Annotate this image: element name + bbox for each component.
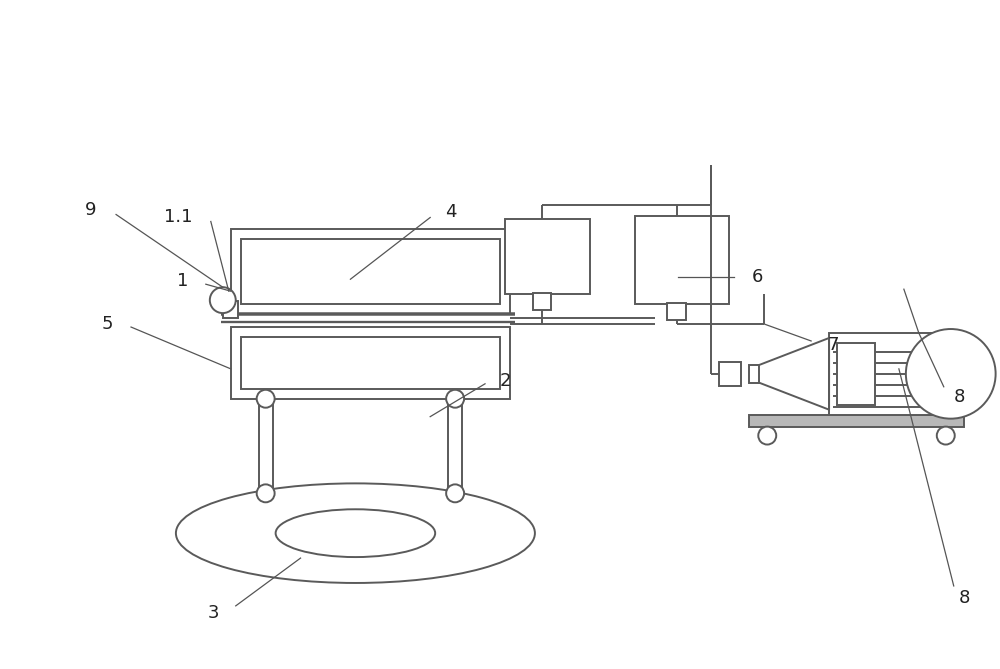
Bar [719,362,741,386]
Ellipse shape [176,484,535,583]
Bar [505,219,590,294]
Text: 8: 8 [954,388,965,405]
Text: 3: 3 [207,604,219,622]
Bar [241,240,500,304]
Text: 6: 6 [751,268,763,286]
Bar [231,327,510,399]
Bar [749,365,759,383]
Text: 4: 4 [445,203,457,221]
Circle shape [446,484,464,502]
Bar [533,293,551,310]
Bar [241,337,500,389]
Text: 5: 5 [102,315,113,333]
Bar [223,301,238,318]
Bar [635,217,729,304]
Text: 1: 1 [177,272,189,290]
Ellipse shape [276,509,435,557]
Bar [749,415,964,427]
Text: 1.1: 1.1 [164,209,193,227]
Circle shape [257,484,275,502]
Bar [231,229,510,314]
Text: 2: 2 [500,372,512,390]
Circle shape [758,427,776,444]
Bar [829,333,949,415]
Bar [837,343,875,405]
Circle shape [210,287,236,313]
Text: 8: 8 [959,589,970,607]
Circle shape [906,329,996,419]
Circle shape [257,390,275,407]
Text: 7: 7 [827,336,839,354]
Bar [667,303,686,320]
Text: 9: 9 [85,201,96,219]
Circle shape [446,390,464,407]
Circle shape [937,427,955,444]
